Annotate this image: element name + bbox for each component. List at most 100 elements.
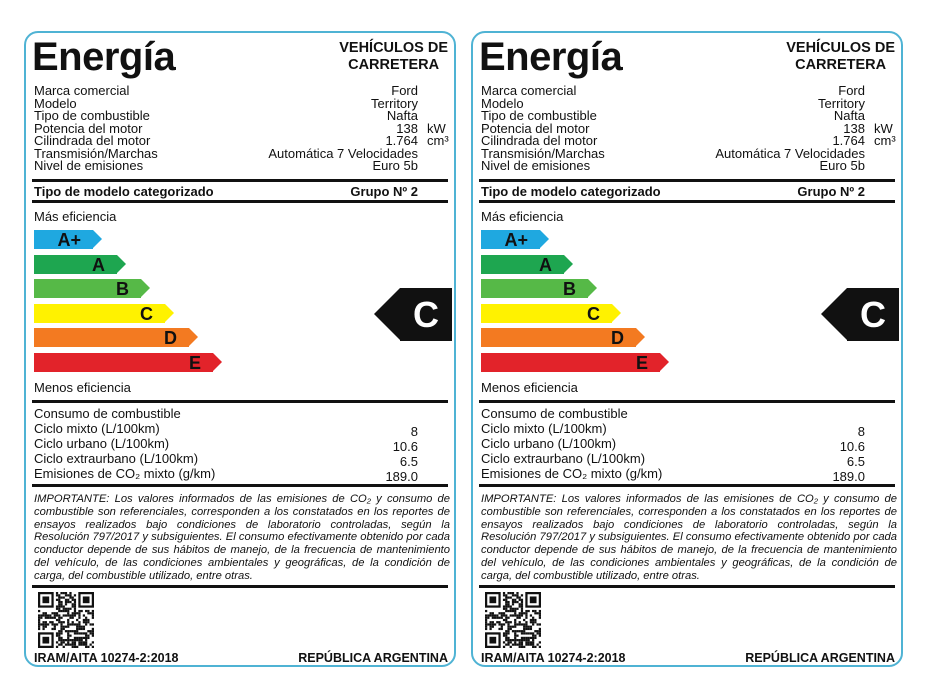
consumption-label: Ciclo mixto (L/100km) (481, 421, 607, 436)
efficiency-class-bar: A (34, 254, 126, 275)
country-label: REPÚBLICA ARGENTINA (745, 651, 895, 665)
divider (479, 585, 895, 588)
spec-label: Tipo de combustible (34, 108, 150, 123)
spec-value: Nafta (833, 108, 865, 123)
standard-code: IRAM/AITA 10274-2:2018 (481, 651, 626, 665)
spec-value: Euro 5b (819, 158, 865, 173)
category-line-1: VEHÍCULOS DE (786, 40, 895, 56)
category-line-2: CARRETERA (795, 57, 887, 73)
efficiency-class-bar: A+ (481, 230, 549, 250)
rating-value: C (413, 294, 439, 335)
consumption-label: Ciclo urbano (L/100km) (34, 436, 170, 451)
efficiency-class-name: C (140, 303, 153, 324)
category-line-2: CARRETERA (348, 57, 440, 73)
rating-value: C (860, 294, 886, 335)
qr-code[interactable] (485, 592, 541, 648)
divider (32, 400, 448, 403)
vehicle-category: VEHÍCULOS DE CARRETERA (786, 40, 895, 74)
efficiency-class-name: A+ (57, 230, 81, 250)
spec-label: Marca comercial (34, 83, 130, 98)
less-efficiency-label: Menos eficiencia (481, 380, 578, 395)
spec-unit: cm³ (427, 133, 449, 148)
efficiency-class-name: D (164, 328, 177, 348)
efficiency-class-name: E (635, 352, 648, 373)
rating-arrow: C (374, 288, 452, 341)
consumption-label: Ciclo extraurbano (L/100km) (481, 451, 646, 466)
divider (479, 179, 895, 182)
divider (479, 200, 895, 203)
consumption-value: 6.5 (846, 454, 865, 469)
efficiency-class-name: A (539, 254, 552, 275)
vehicle-category: VEHÍCULOS DE CARRETERA (339, 40, 448, 74)
model-type-label: Tipo de modelo categorizado (481, 184, 661, 199)
efficiency-class-name: C (587, 303, 600, 324)
efficiency-class-bar: C (481, 303, 621, 324)
spec-label: Transmisión/Marchas (481, 145, 605, 161)
model-type-label: Tipo de modelo categorizado (34, 184, 214, 199)
consumption-value: 189.0 (385, 469, 418, 484)
consumption-value: 8 (857, 424, 865, 439)
efficiency-class-name: D (611, 328, 624, 348)
divider (32, 585, 448, 588)
efficiency-class-bar: A (481, 254, 573, 275)
spec-value: Automática 7 Velocidades (715, 145, 865, 161)
efficiency-class-bar: B (34, 279, 150, 299)
spec-label: Cilindrada del motor (481, 133, 598, 148)
consumption-value: 6.5 (399, 454, 418, 469)
spec-value: 138 (396, 120, 418, 136)
efficiency-class-name: B (563, 279, 576, 299)
divider (479, 400, 895, 403)
model-type-value: Grupo Nº 2 (797, 184, 865, 199)
spec-label: Transmisión/Marchas (34, 145, 158, 161)
consumption-label: Ciclo urbano (L/100km) (481, 436, 617, 451)
spec-value: Ford (838, 83, 865, 98)
spec-value: 1.764 (385, 133, 418, 148)
consumption-value: 10.6 (839, 439, 865, 454)
qr-code[interactable] (38, 592, 94, 648)
efficiency-class-name: B (116, 279, 129, 299)
standard-code: IRAM/AITA 10274-2:2018 (34, 651, 179, 665)
spec-label: Modelo (34, 95, 77, 111)
less-efficiency-label: Menos eficiencia (34, 380, 131, 395)
spec-label: Marca comercial (481, 83, 577, 98)
efficiency-class-bar: E (34, 352, 222, 373)
consumption-label: Emisiones de CO₂ mixto (g/km) (481, 466, 663, 481)
label-title: Energía (479, 35, 623, 79)
country-label: REPÚBLICA ARGENTINA (298, 651, 448, 665)
consumption-label: Ciclo extraurbano (L/100km) (34, 451, 199, 466)
spec-label: Modelo (481, 95, 524, 111)
spec-value: 1.764 (832, 133, 865, 148)
spec-value: Territory (818, 95, 865, 111)
consumption-label: Emisiones de CO₂ mixto (g/km) (34, 466, 216, 481)
efficiency-class-bar: D (481, 328, 645, 348)
efficiency-class-name: E (188, 352, 201, 373)
divider (32, 179, 448, 182)
spec-value: Nafta (386, 108, 418, 123)
efficiency-class-name: A (92, 254, 105, 275)
spec-label: Tipo de combustible (481, 108, 597, 123)
spec-label: Nivel de emisiones (34, 158, 144, 173)
spec-label: Nivel de emisiones (481, 158, 591, 173)
spec-unit: kW (874, 120, 893, 136)
more-efficiency-label: Más eficiencia (481, 209, 564, 224)
divider (32, 484, 448, 487)
rating-arrow: C (821, 288, 899, 341)
divider (479, 484, 895, 487)
divider (32, 200, 448, 203)
category-line-1: VEHÍCULOS DE (339, 40, 448, 56)
energy-label-left: Energía VEHÍCULOS DE CARRETERA Marca comerc… (24, 31, 456, 667)
spec-label: Potencia del motor (34, 120, 143, 136)
consumption-title: Consumo de combustible (34, 406, 181, 421)
consumption-value: 189.0 (832, 469, 865, 484)
efficiency-class-name: A+ (504, 230, 528, 250)
spec-value: Automática 7 Velocidades (268, 145, 418, 161)
spec-label: Potencia del motor (481, 120, 590, 136)
spec-value: Ford (391, 83, 418, 98)
spec-value: 138 (843, 120, 865, 136)
spec-label: Cilindrada del motor (34, 133, 151, 148)
efficiency-class-bar: A+ (34, 230, 102, 250)
important-note: IMPORTANTE: Los valores informados de la… (34, 493, 450, 582)
efficiency-class-bar: B (481, 279, 597, 299)
energy-label-right: Energía VEHÍCULOS DE CARRETERA Marca comerc… (471, 31, 903, 667)
spec-unit: kW (427, 120, 446, 136)
